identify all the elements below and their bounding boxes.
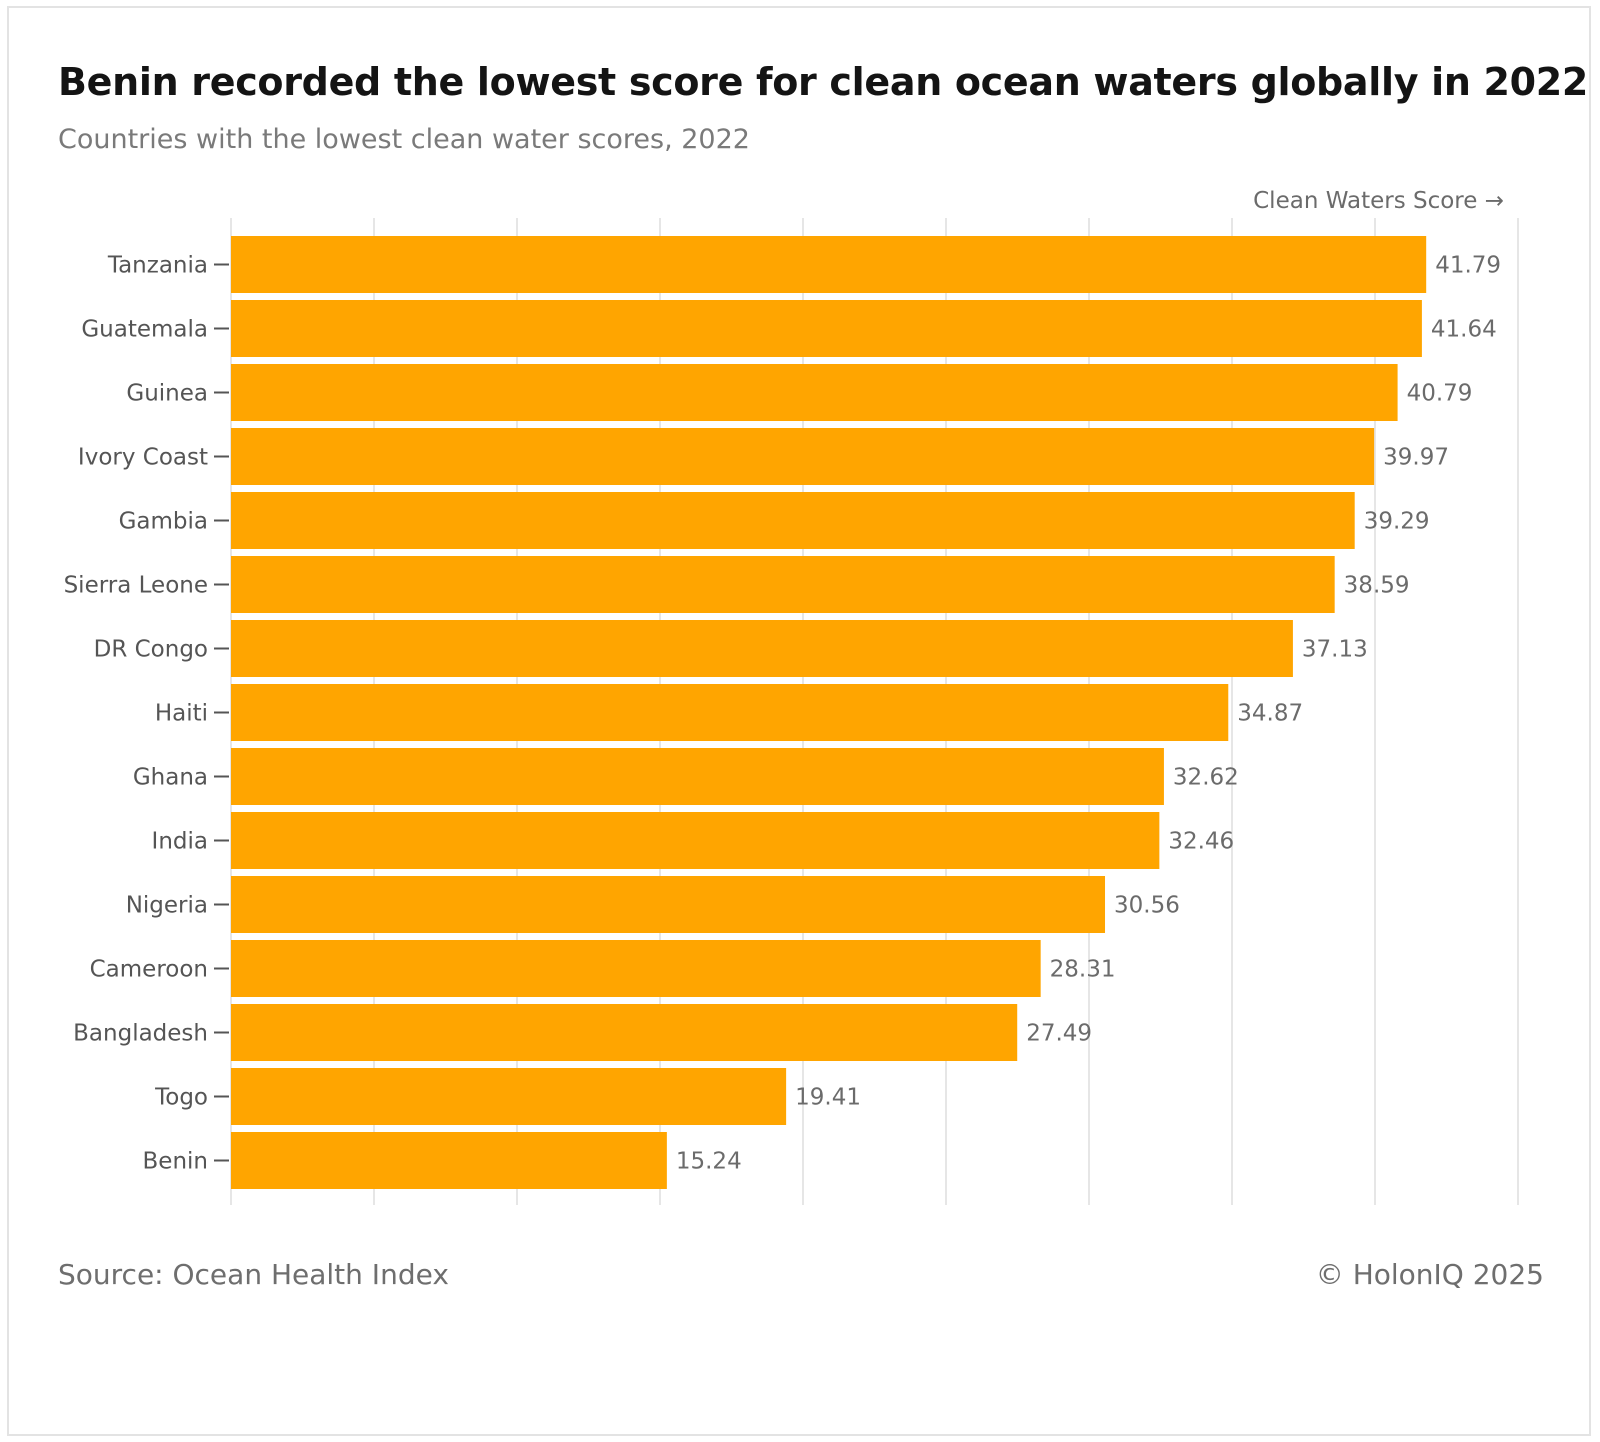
data-label: 28.31	[1050, 957, 1116, 983]
bar	[231, 300, 1422, 357]
copyright-note: © HolonIQ 2025	[1315, 1258, 1544, 1291]
data-label: 15.24	[676, 1149, 742, 1175]
data-label: 40.79	[1407, 381, 1473, 407]
x-axis-title: Clean Waters Score →	[1253, 188, 1504, 214]
data-label: 37.13	[1302, 637, 1368, 663]
data-label: 39.97	[1383, 445, 1449, 471]
data-label: 34.87	[1237, 701, 1303, 727]
data-label: 38.59	[1344, 573, 1410, 599]
bar	[231, 812, 1160, 869]
data-label: 41.64	[1431, 317, 1497, 343]
bar	[231, 236, 1427, 293]
y-tick-label: Tanzania	[107, 253, 208, 279]
data-label: 27.49	[1026, 1021, 1092, 1047]
y-tick-label: Guinea	[126, 381, 208, 407]
y-tick-label: Togo	[154, 1085, 208, 1111]
chart-subtitle: Countries with the lowest clean water sc…	[58, 124, 750, 155]
y-tick-label: Sierra Leone	[64, 573, 208, 599]
y-tick-label: Bangladesh	[73, 1021, 208, 1047]
y-tick-label: India	[152, 829, 208, 855]
y-tick-label: Cameroon	[90, 957, 208, 983]
bar	[231, 428, 1375, 485]
bar	[231, 940, 1041, 997]
y-tick-label: Benin	[143, 1149, 208, 1175]
source-note: Source: Ocean Health Index	[58, 1258, 449, 1291]
y-tick-label: Gambia	[119, 509, 208, 535]
y-tick-label: Haiti	[155, 701, 208, 727]
bar	[231, 620, 1293, 677]
y-tick-label: Guatemala	[81, 317, 208, 343]
y-tick-label: Ivory Coast	[78, 445, 208, 471]
data-label: 41.79	[1435, 253, 1501, 279]
y-tick-label: Nigeria	[126, 893, 208, 919]
data-label: 30.56	[1114, 893, 1180, 919]
bar	[231, 876, 1106, 933]
bar	[231, 364, 1398, 421]
bar	[231, 748, 1164, 805]
y-tick-label: DR Congo	[94, 637, 208, 663]
bar	[231, 1068, 787, 1125]
data-label: 32.46	[1168, 829, 1234, 855]
y-tick-label: Ghana	[133, 765, 208, 791]
bar	[231, 1132, 667, 1189]
bar	[231, 556, 1335, 613]
bar	[231, 684, 1229, 741]
chart-title: Benin recorded the lowest score for clea…	[58, 60, 1589, 104]
bar	[231, 1004, 1018, 1061]
data-label: 39.29	[1364, 509, 1430, 535]
bar	[231, 492, 1355, 549]
data-label: 19.41	[795, 1085, 861, 1111]
data-label: 32.62	[1173, 765, 1239, 791]
